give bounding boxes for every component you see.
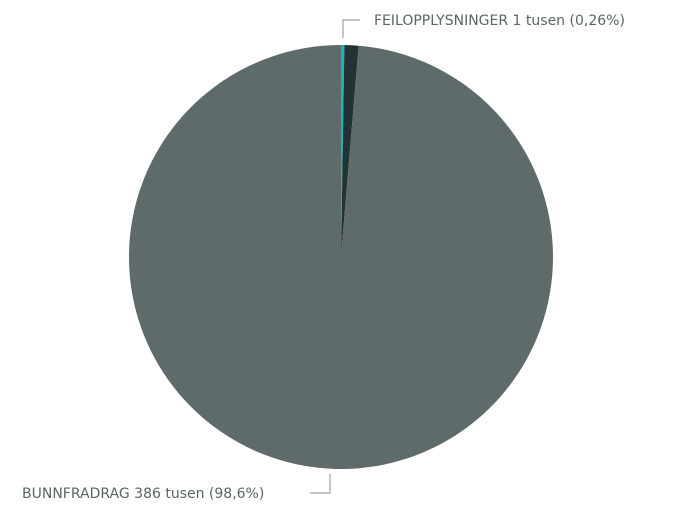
- pie-labels: FEILOPPLYSNINGER 1 tusen (0,26%) BUNNFRA…: [22, 13, 625, 502]
- pie-slice-unlabeled-1: [341, 45, 359, 257]
- pie-slice-bunnfradrag: [128, 44, 553, 470]
- slice-label-feilopplysninger: FEILOPPLYSNINGER 1 tusen (0,26%): [374, 13, 625, 29]
- pie-slice-feilopplysninger: [341, 45, 345, 257]
- leader-line-feilopplysninger: [342, 19, 360, 38]
- slice-label-bunnfradrag: BUNNFRADRAG 386 tusen (98,6%): [22, 486, 264, 502]
- leader-line-bunnfradrag: [310, 474, 331, 494]
- pie-slices: [128, 44, 553, 470]
